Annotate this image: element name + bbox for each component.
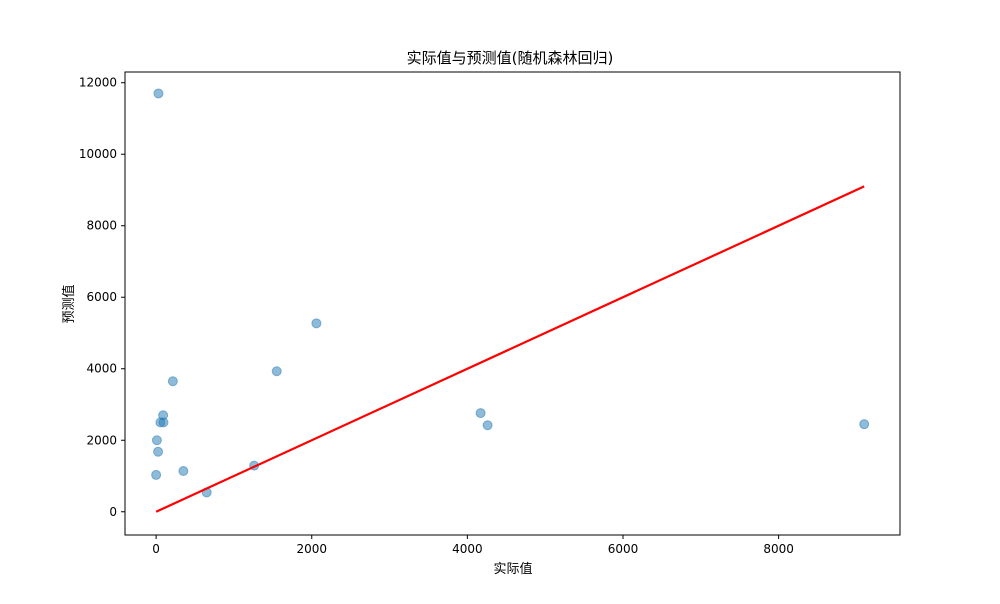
- y-tick-label: 4000: [86, 362, 117, 376]
- x-tick-label: 6000: [608, 542, 639, 556]
- y-tick-label: 2000: [86, 433, 117, 447]
- scatter-point-11: [178, 466, 189, 477]
- plot-area: [151, 88, 870, 513]
- y-tick-label: 10000: [79, 147, 117, 161]
- x-tick-label: 4000: [452, 542, 483, 556]
- y-tick-label: 0: [109, 505, 117, 519]
- y-tick-label: 6000: [86, 290, 117, 304]
- scatter-point-10: [151, 469, 162, 480]
- scatter-point-14: [475, 408, 486, 419]
- y-tick-label: 12000: [79, 76, 117, 90]
- reference-line: [155, 185, 865, 513]
- x-tick-label: 0: [152, 542, 160, 556]
- y-tick-label: 8000: [86, 219, 117, 233]
- scatter-point-15: [482, 420, 493, 431]
- chart-title: 实际值与预测值(随机森林回归): [407, 49, 614, 67]
- scatter-point-16: [859, 419, 870, 430]
- scatter-point-3: [271, 366, 282, 377]
- scatter-point-9: [153, 446, 164, 457]
- scatter-point-1: [153, 88, 164, 99]
- scatter-point-8: [151, 435, 162, 446]
- y-axis-label: 预测值: [61, 284, 77, 323]
- x-tick-label: 8000: [763, 542, 794, 556]
- scatter-point-2: [311, 318, 322, 329]
- axis-ticks: 0 2000 4000 6000 8000 0 2000 4000 6000 8000 10000 1…: [79, 76, 794, 556]
- scatter-point-7: [158, 417, 169, 428]
- x-axis-label: 实际值: [493, 561, 532, 577]
- x-tick-label: 2000: [296, 542, 327, 556]
- axes-frame: [124, 71, 901, 536]
- scatter-point-4: [167, 376, 178, 387]
